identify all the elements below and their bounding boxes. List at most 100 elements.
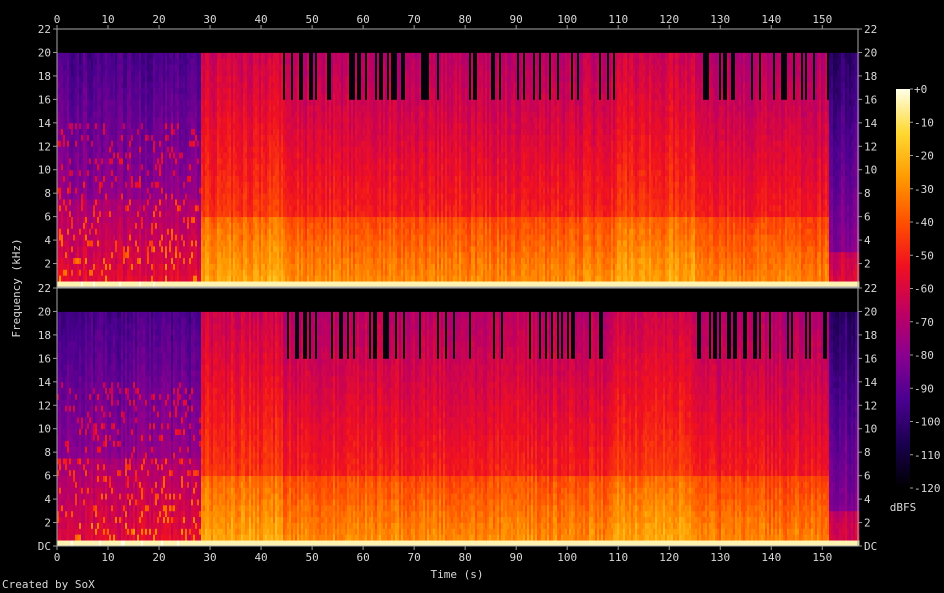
x-tick-label: 60 [356,551,369,564]
x-tick-label-top: 50 [305,13,318,26]
spectrogram-channel-1 [56,28,860,288]
x-axis-label: Time (s) [431,568,484,581]
y-tick-label-right: 6 [864,470,871,483]
x-tick-label: 50 [305,551,318,564]
y-tick-label: 8 [44,446,51,459]
x-tick-label-top: 90 [510,13,523,26]
y-tick-label-right: 22 [864,282,877,295]
y-tick-label: 20 [38,46,51,59]
y-tick-label-right: 10 [864,164,877,177]
spectrogram-panels [56,28,860,547]
y-tick-label: 16 [38,352,51,365]
x-tick-label: 10 [101,551,114,564]
credit-text: Created by SoX [2,578,95,591]
y-tick-label: 6 [44,470,51,483]
spectrogram-channel-2 [56,287,860,547]
y-tick-label: 14 [38,376,52,389]
y-tick-label-right: 16 [864,93,877,106]
y-tick-label: 4 [44,493,51,506]
y-tick-label: 12 [38,140,51,153]
y-tick-label: DC [38,540,51,553]
x-tick-label: 140 [761,551,781,564]
x-tick-label-top: 130 [710,13,730,26]
x-tick-label-top: 30 [203,13,216,26]
y-tick-label: 10 [38,423,51,436]
y-tick-label-right: 2 [864,258,871,271]
colorbar-tick-label: -20 [914,150,934,163]
y-tick-label: 18 [38,70,51,83]
x-tick-label: 150 [812,551,832,564]
x-tick-label-top: 0 [54,13,61,26]
y-tick-label-right: 4 [864,234,871,247]
x-tick-label: 30 [203,551,216,564]
y-tick-label-right: 8 [864,446,871,459]
x-tick-label: 90 [510,551,523,564]
y-tick-label: 16 [38,93,51,106]
y-tick-label-right: 10 [864,423,877,436]
x-tick-label-top: 40 [254,13,267,26]
y-tick-label: 2 [44,258,51,271]
x-tick-label-top: 20 [152,13,165,26]
colorbar-tick-label: -70 [914,316,934,329]
x-tick-label: 0 [54,551,61,564]
y-tick-label: 20 [38,305,51,318]
x-tick-label: 20 [152,551,165,564]
x-tick-label: 130 [710,551,730,564]
x-tick-label-top: 120 [659,13,679,26]
colorbar-tick-label: -110 [914,449,941,462]
axes: 0 0 10 10 20 20 30 30 40 40 50 50 60 60 70 70 80 80 90 90 10… [38,13,878,564]
x-tick-label-top: 150 [812,13,832,26]
y-tick-label-right: 14 [864,117,878,130]
y-tick-label-right: 16 [864,352,877,365]
y-tick-label-right: DC [864,540,877,553]
y-tick-label: 10 [38,164,51,177]
x-tick-label: 70 [408,551,421,564]
y-tick-label: 8 [44,187,51,200]
y-axis-label: Frequency (kHz) [10,238,23,337]
x-tick-label: 100 [557,551,577,564]
colorbar: +0 -10 -20 -30 -40 -50 -60 -70 -80 -90 -100 -110 -12… [890,83,941,514]
y-tick-label-right: 12 [864,399,877,412]
colorbar-tick-label: -120 [914,482,941,495]
y-tick-label: 12 [38,399,51,412]
y-tick-label-right: 18 [864,329,877,342]
y-tick-label: 18 [38,329,51,342]
colorbar-tick-label: -100 [914,416,941,429]
y-tick-label: 2 [44,517,51,530]
y-tick-label: 6 [44,211,51,224]
y-tick-label-right: 4 [864,493,871,506]
y-tick-label-right: 12 [864,140,877,153]
y-tick-label-right: 14 [864,376,878,389]
x-tick-label-top: 60 [356,13,369,26]
colorbar-gradient [896,89,910,488]
y-tick-label: 22 [38,282,51,295]
colorbar-label: dBFS [890,501,917,514]
y-tick-label-right: 8 [864,187,871,200]
y-tick-label: 4 [44,234,51,247]
x-tick-label-top: 100 [557,13,577,26]
x-tick-label: 110 [608,551,628,564]
x-tick-label: 80 [459,551,472,564]
x-tick-label: 120 [659,551,679,564]
x-tick-label: 40 [254,551,267,564]
y-tick-label-right: 18 [864,70,877,83]
colorbar-tick-label: -40 [914,216,934,229]
colorbar-tick-label: +0 [914,83,927,96]
x-tick-label-top: 10 [101,13,114,26]
colorbar-tick-label: -30 [914,183,934,196]
y-tick-label-right: 2 [864,517,871,530]
colorbar-tick-label: -90 [914,382,934,395]
y-tick-label: 22 [38,23,51,36]
y-tick-label-right: 22 [864,23,877,36]
x-tick-label-top: 140 [761,13,781,26]
colorbar-tick-label: -50 [914,249,934,262]
colorbar-tick-label: -60 [914,283,934,296]
y-tick-label-right: 20 [864,305,877,318]
x-tick-label-top: 70 [408,13,421,26]
x-tick-label-top: 80 [459,13,472,26]
y-tick-label-right: 6 [864,211,871,224]
y-tick-label: 14 [38,117,52,130]
x-tick-label-top: 110 [608,13,628,26]
colorbar-tick-label: -80 [914,349,934,362]
